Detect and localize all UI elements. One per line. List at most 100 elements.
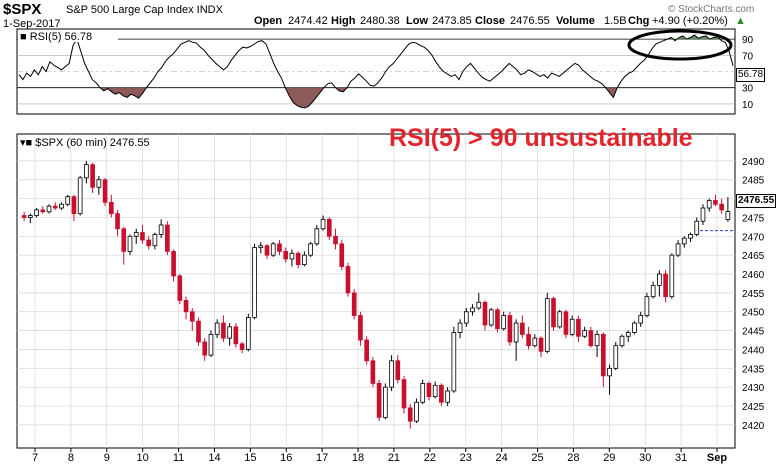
candle-down [165,224,170,252]
candle-down [277,243,282,252]
candle-up [289,252,295,260]
candle-down [333,235,338,245]
price-tick-label: 2450 [742,308,765,319]
x-tick-label: 24 [496,452,508,464]
candle-down [239,343,245,350]
price-last-value-label: 2476.55 [736,194,777,208]
rsi-title: ■ RSI(5) 56.78 [20,31,92,43]
candle-up [632,322,637,333]
candle-down [177,275,183,301]
x-tick-label: 21 [388,452,400,464]
overbought-highlight-ellipse [627,29,733,61]
stockcharts-watermark: © StockCharts.com [668,4,755,15]
rsi-tick-label: 10 [742,100,754,111]
rsi-tick-label: 90 [742,35,754,46]
candle-down [233,326,239,345]
high-value: 2480.38 [360,15,400,27]
candle-up [245,317,251,350]
x-tick-label: 18 [352,452,364,464]
candle-down [407,407,413,422]
candle-down [264,245,270,256]
candle-up [414,401,419,422]
candle-up [513,322,519,343]
candle-up [208,333,214,356]
candle-up [420,383,426,403]
candle-down [719,203,724,211]
candle-up [488,309,494,326]
candle-down [40,209,46,213]
price-panel-frame [16,133,736,449]
x-tick-label: 22 [424,452,436,464]
candle-up [669,254,675,298]
candle-down [538,337,544,352]
candle-up [470,307,475,313]
candle-up [383,386,388,418]
candle-down [551,298,556,328]
rsi-tick-label: 30 [742,84,754,95]
candle-down [401,379,407,409]
price-tick-label: 2435 [742,364,765,375]
candle-up [657,273,662,286]
candle-down [295,252,301,265]
candle-up [252,247,257,318]
candle-down [202,341,208,356]
price-title: ▾■ $SPX (60 min) 2476.55 [20,137,150,149]
candle-up [607,367,612,377]
x-tick-label: 8 [68,452,74,464]
candle-up [594,333,600,347]
candle-up [463,311,469,324]
candle-up [59,203,64,209]
candle-up [77,177,83,215]
price-tick-label: 2470 [742,232,765,243]
rsi-annotation: RSI(5) > 90 unsustainable [389,124,693,152]
candle-down [600,333,606,377]
candle-up [65,196,71,205]
symbol-description: S&P 500 Large Cap Index INDX [66,4,223,16]
candle-up [501,315,507,330]
candle-down [520,322,525,335]
x-tick-label: 31 [675,452,687,464]
price-tick-label: 2425 [742,402,765,413]
candle-up [619,335,625,347]
x-tick-label: 25 [531,452,543,464]
candle-up [389,360,394,388]
candle-up [84,164,89,179]
candle-up [214,322,220,335]
candle-down [52,205,58,209]
candle-up [638,315,644,324]
candle-down [358,315,363,341]
candle-down [576,318,581,337]
candle-down [108,201,114,215]
candle-down [339,243,345,267]
x-tick-label: 7 [32,452,38,464]
candle-up [302,254,307,265]
candle-up [476,301,482,309]
x-tick-label: 11 [173,452,184,464]
price-tick-label: 2430 [742,383,765,394]
high-label: High [331,15,356,27]
candle-down [588,330,594,347]
candle-down [507,315,513,343]
candle-up [451,332,457,392]
chg-label: Chg [628,15,650,27]
candle-up [445,390,450,403]
candle-up [625,332,631,337]
low-label: Low [406,15,428,27]
x-tick-label: 10 [137,452,149,464]
price-tick-label: 2445 [742,327,765,338]
candle-down [376,383,382,418]
x-tick-label: 16 [280,452,292,464]
candle-up [700,207,706,222]
candle-down [439,384,444,403]
chart-date: 1-Sep-2017 [3,18,61,30]
candle-down [221,322,226,339]
volume-label: Volume [556,15,595,27]
candle-up [158,224,164,235]
candle-down [345,266,351,294]
close-value: 2476.55 [510,15,550,27]
open-label: Open [254,15,283,27]
candle-down [283,250,289,260]
candle-down [364,339,369,362]
rsi-title-bg [18,30,118,42]
